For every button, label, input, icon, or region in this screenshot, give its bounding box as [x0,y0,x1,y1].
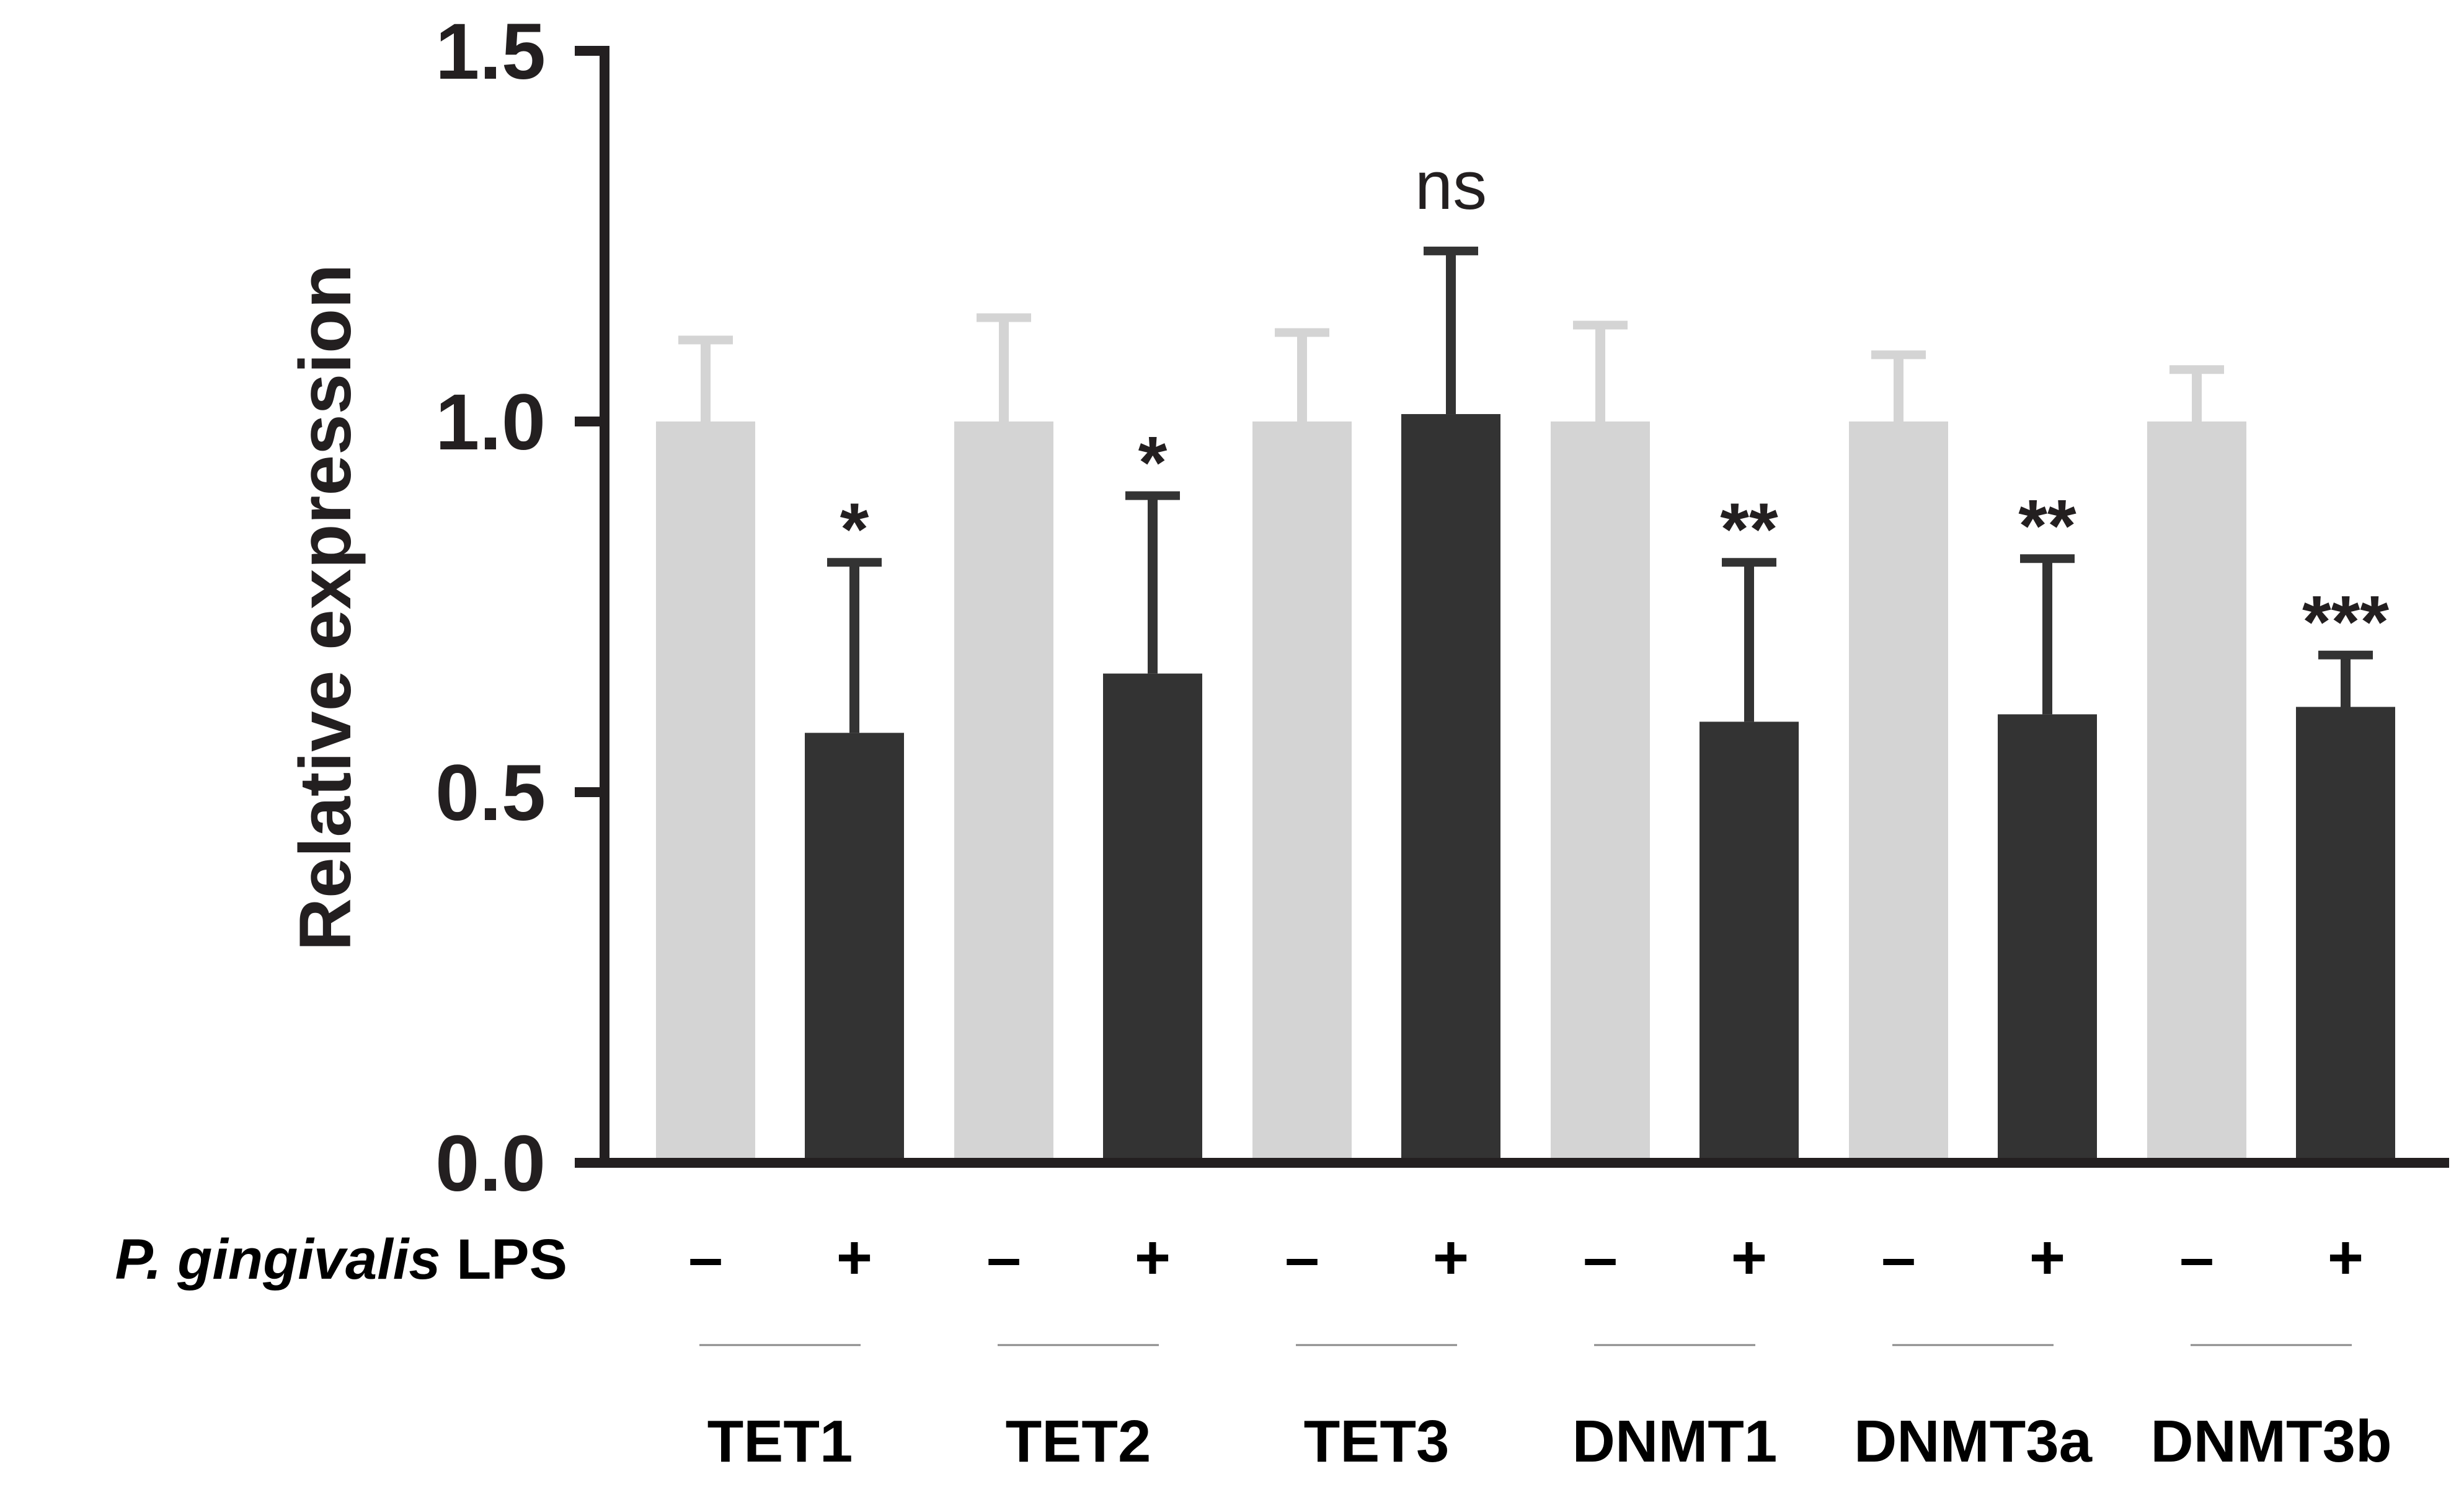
bars-layer [656,414,2395,1163]
significance-label-tet3: ns [1415,148,1487,224]
condition-sign-dnmt1-plus: + [1731,1223,1767,1292]
axes-layer [575,46,2449,1346]
bar-tet1-control [656,421,755,1163]
condition-sign-tet3-minus: – [1285,1223,1319,1292]
condition-sign-tet1-minus: – [688,1223,723,1292]
error-bars-layer [678,246,2373,733]
y-tick-label-1.5: 1.5 [435,7,546,96]
significance-label-tet2: * [1138,421,1168,505]
significance-label-tet1: * [840,488,869,571]
condition-sign-dnmt3a-minus: – [1881,1223,1916,1292]
condition-label-organism: P. gingivalis [115,1228,441,1291]
condition-sign-tet2-plus: + [1135,1223,1171,1292]
significance-label-dnmt3b: *** [2302,581,2389,664]
condition-label-treatment: LPS [441,1228,567,1291]
bar-dnmt3b-control [2147,421,2246,1163]
bar-tet3-lps [1401,414,1500,1163]
significance-label-dnmt1: ** [1720,488,1778,571]
condition-sign-dnmt3a-plus: + [2029,1223,2065,1292]
y-tick-label-0.5: 0.5 [435,749,546,837]
bar-dnmt3a-lps [1998,714,2097,1163]
category-label-tet2: TET2 [1006,1408,1151,1475]
bar-dnmt3a-control [1849,421,1948,1163]
category-label-tet1: TET1 [707,1408,853,1475]
bar-tet2-lps [1103,673,1202,1163]
bar-dnmt3b-lps [2296,707,2395,1163]
category-label-dnmt3b: DNMT3b [2150,1408,2391,1475]
y-tick-label-1.0: 1.0 [435,378,546,467]
bar-tet1-lps [805,733,904,1163]
bar-tet3-control [1252,421,1352,1163]
condition-label: P. gingivalis LPS [115,1228,567,1291]
category-label-tet3: TET3 [1304,1408,1450,1475]
category-label-dnmt3a: DNMT3a [1854,1408,2093,1475]
bar-dnmt1-lps [1700,721,1799,1163]
y-tick-label-0.0: 0.0 [435,1119,546,1208]
condition-sign-dnmt3b-minus: – [2179,1223,2214,1292]
category-label-dnmt1: DNMT1 [1572,1408,1778,1475]
condition-sign-tet1-plus: + [836,1223,872,1292]
y-axis-title: Relative expression [285,264,366,951]
condition-sign-tet2-minus: – [986,1223,1021,1292]
bar-dnmt1-control [1551,421,1650,1163]
condition-sign-dnmt1-minus: – [1583,1223,1618,1292]
bar-tet2-control [954,421,1053,1163]
condition-sign-tet3-plus: + [1433,1223,1469,1292]
significance-label-dnmt3a: ** [2018,484,2076,567]
condition-sign-dnmt3b-plus: + [2328,1223,2364,1292]
